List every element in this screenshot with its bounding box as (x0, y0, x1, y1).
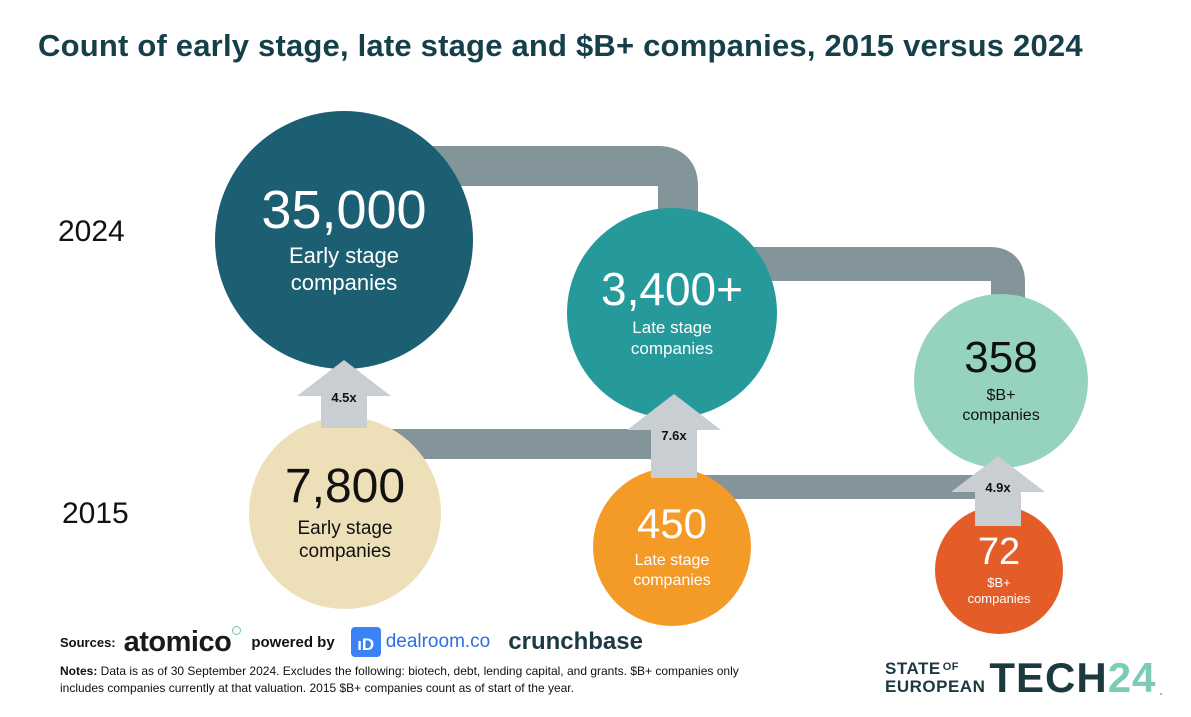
bubble-label: Early stage companies (297, 517, 393, 562)
footer: Sources: atomico powered by ıD dealroom.… (60, 625, 860, 697)
bubble-late-stage-2015: 450 Late stage companies (593, 468, 751, 626)
bubble-label: Late stage companies (630, 318, 714, 358)
growth-arrow-early: 4.5x (297, 360, 391, 428)
page-title: Count of early stage, late stage and $B+… (38, 28, 1083, 63)
dealroom-icon: ıD (350, 627, 381, 657)
connector-late-bplus-2024 (660, 247, 1025, 360)
growth-arrow-bplus: 4.9x (951, 456, 1045, 526)
bubble-label: $B+ companies (967, 575, 1031, 606)
bubble-label: Late stage companies (633, 552, 711, 589)
arrow-up-icon (627, 394, 721, 430)
bubble-value: 450 (636, 500, 708, 548)
notes-text: Data is as of 30 September 2024. Exclude… (60, 664, 739, 695)
bubble-bplus-2024: 358 $B+ companies (914, 294, 1088, 468)
sources-row: Sources: atomico powered by ıD dealroom.… (60, 625, 860, 659)
bubble-early-stage-2015: 7,800 Early stage companies (249, 417, 441, 609)
dealroom-logo: ıD dealroom.co (350, 627, 490, 657)
bubble-value: 35,000 (261, 180, 427, 241)
arrow-up-icon (297, 360, 391, 396)
bubble-label: Early stage companies (288, 243, 400, 295)
year-label-2015: 2015 (62, 497, 129, 530)
notes-label: Notes: (60, 664, 98, 678)
connector-early-late-2024 (330, 146, 698, 270)
growth-multiplier: 4.5x (331, 390, 357, 405)
bubble-value: 72 (977, 531, 1021, 574)
bubble-value: 358 (964, 333, 1038, 383)
growth-multiplier: 4.9x (985, 480, 1011, 495)
crunchbase-logo: crunchbase (508, 628, 643, 655)
state-of-european-tech-logo: STATE OF EUROPEAN TECH 24 . (885, 654, 1164, 701)
arrow-up-icon (951, 456, 1045, 492)
notes: Notes: Data is as of 30 September 2024. … (60, 663, 760, 697)
growth-arrow-late: 7.6x (627, 394, 721, 478)
bubble-value: 3,400+ (601, 263, 743, 316)
atomico-logo: atomico (124, 625, 242, 659)
bubble-value: 7,800 (284, 459, 406, 513)
year-label-2024: 2024 (58, 215, 125, 248)
growth-multiplier: 7.6x (661, 428, 687, 443)
bubble-label: $B+ companies (962, 387, 1040, 424)
powered-by-text: powered by (251, 633, 335, 651)
bubble-bplus-2015: 72 $B+ companies (935, 506, 1063, 634)
sources-label: Sources: (60, 634, 116, 650)
bubble-late-stage-2024: 3,400+ Late stage companies (567, 208, 777, 418)
bubble-early-stage-2024: 35,000 Early stage companies (215, 111, 473, 369)
